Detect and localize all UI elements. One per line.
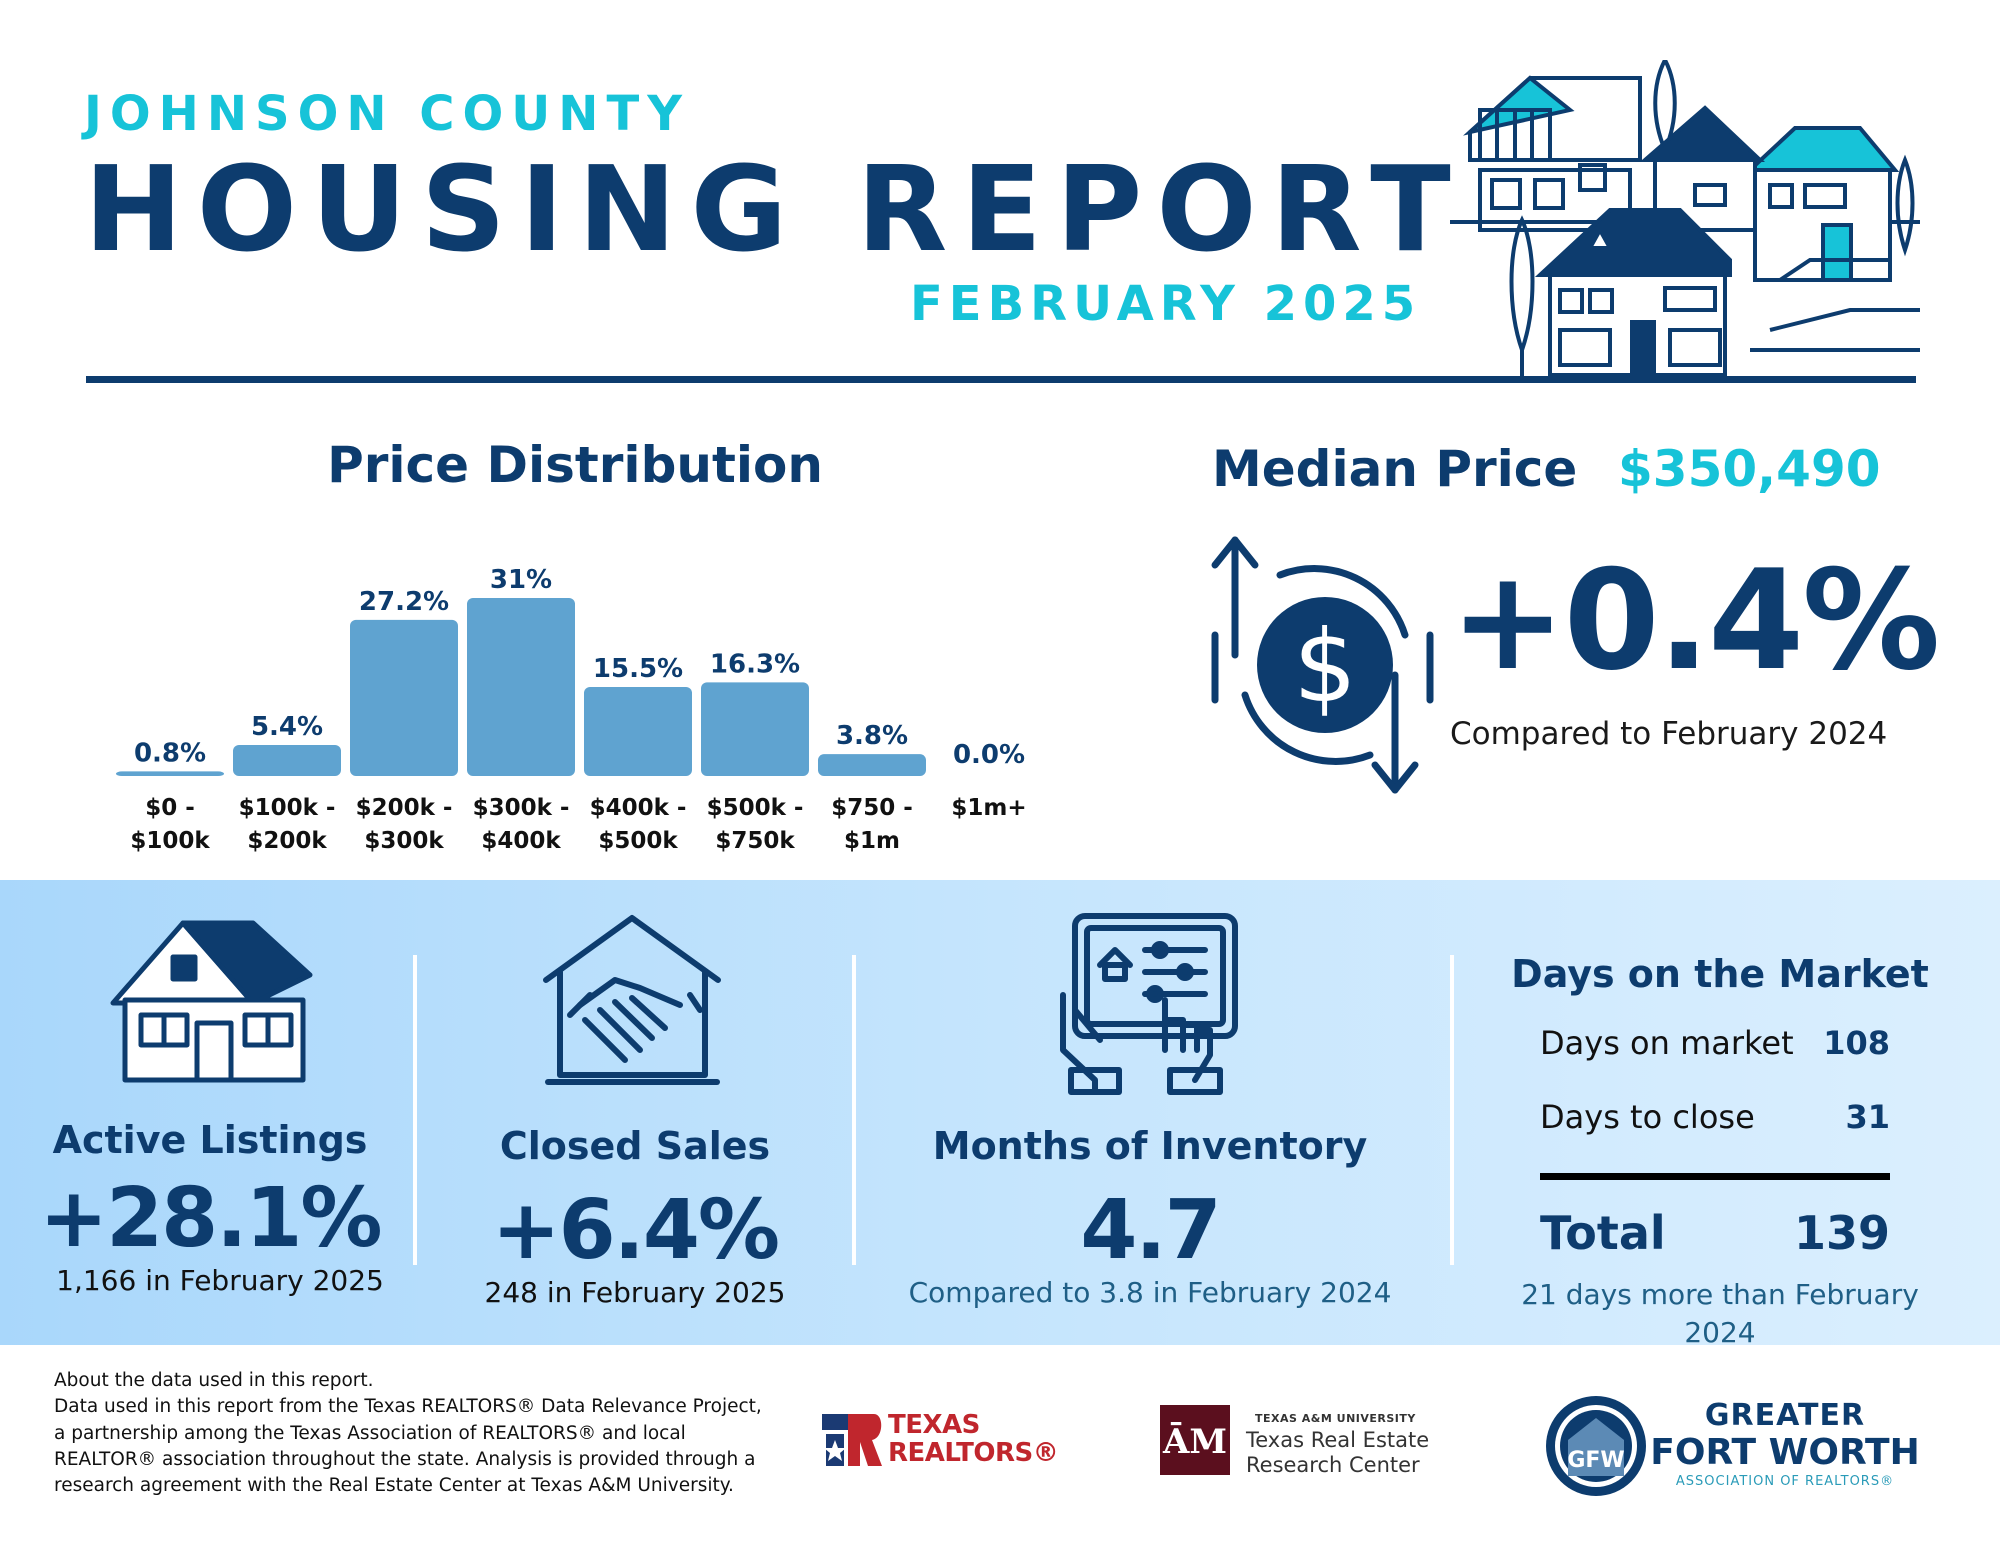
bar-6: [818, 754, 926, 776]
tablet-icon: [1060, 913, 1238, 1095]
category-label: $100k: [130, 828, 210, 854]
report-date: FEBRUARY 2025: [910, 276, 1422, 332]
category-label: $500k -: [707, 795, 804, 821]
days-total-label: Total: [1540, 1206, 1666, 1260]
bar-value-label: 27.2%: [359, 587, 449, 617]
house-icon: [110, 920, 313, 1083]
price-distribution-title: Price Distribution: [327, 436, 823, 494]
stats-band: [0, 880, 2000, 1345]
category-label: $100k -: [239, 795, 336, 821]
bar-value-label: 0.0%: [953, 740, 1025, 770]
days-note: 21 days more than February 2024: [1521, 1278, 1919, 1349]
svg-text:GFW: GFW: [1567, 1448, 1624, 1473]
category-label: $1m: [844, 828, 900, 854]
gfw-line2: FORT WORTH: [1650, 1432, 1920, 1473]
texas-realtors-line1: TEXAS: [888, 1410, 980, 1440]
houses-illustration-icon: [1450, 60, 1920, 378]
tamu-logo: ĀM: [1160, 1405, 1230, 1475]
stats-divider: [1450, 955, 1454, 1265]
category-label: $750 -: [831, 795, 913, 821]
median-price-title: Median Price: [1212, 440, 1578, 498]
gfw-logo: GFW: [1546, 1396, 1646, 1496]
category-label: $500k: [598, 828, 678, 854]
active-listings-change: +28.1%: [39, 1171, 382, 1266]
bar-5: [701, 682, 809, 776]
median-price-value: $350,490: [1618, 440, 1881, 498]
bar-value-label: 16.3%: [710, 649, 800, 679]
texas-realtors-logo: [822, 1414, 882, 1466]
bar-2: [350, 619, 458, 776]
stats-divider: [852, 955, 856, 1265]
months-inventory-note: Compared to 3.8 in February 2024: [908, 1276, 1392, 1309]
bar-1: [233, 744, 341, 776]
category-label: $400k: [481, 828, 561, 854]
stats-divider: [413, 955, 417, 1265]
category-label: $0 -: [145, 795, 195, 821]
closed-sales-label: Closed Sales: [499, 1124, 771, 1168]
price-distribution-chart: 0.8% $0 - $100k 5.4% $100k - $200k 27.2% $200k …: [116, 565, 1027, 854]
closed-sales-change: +6.4%: [491, 1183, 780, 1278]
days-total-divider: [1540, 1173, 1890, 1180]
bar-4: [584, 687, 692, 776]
closed-sales-note: 248 in February 2025: [484, 1276, 786, 1309]
gfw-line3: ASSOCIATION OF REALTORS®: [1675, 1474, 1895, 1489]
category-label: $200k -: [356, 795, 453, 821]
days-total-value: 139: [1793, 1206, 1890, 1260]
handshake-icon: [543, 915, 721, 1085]
months-inventory-label: Months of Inventory: [932, 1124, 1368, 1168]
texas-realtors-line2: REALTORS®: [888, 1438, 1059, 1468]
svg-text:$: $: [1293, 608, 1357, 725]
days-on-market-value: 108: [1823, 1024, 1890, 1062]
bar-value-label: 0.8%: [134, 738, 206, 768]
bar-value-label: 15.5%: [593, 654, 683, 684]
tamu-university: TEXAS A&M UNIVERSITY: [1255, 1412, 1416, 1425]
months-inventory-value: 4.7: [1080, 1183, 1221, 1278]
days-to-close-label: Days to close: [1540, 1098, 1755, 1136]
category-label: $1m+: [951, 795, 1026, 821]
tamu-line2: Research Center: [1246, 1453, 1420, 1477]
category-label: $200k: [247, 828, 327, 854]
days-to-close-value: 31: [1845, 1098, 1890, 1136]
bar-value-label: 3.8%: [836, 721, 908, 751]
tamu-line1: Texas Real Estate: [1246, 1428, 1430, 1452]
bar-value-label: 5.4%: [251, 712, 323, 742]
report-title: HOUSING REPORT: [84, 140, 1465, 278]
category-label: $400k -: [590, 795, 687, 821]
svg-text:ĀM: ĀM: [1162, 1422, 1227, 1462]
active-listings-note: 1,166 in February 2025: [56, 1264, 384, 1297]
active-listings-label: Active Listings: [52, 1118, 368, 1162]
footer-about-body: Data used in this report from the Texas …: [54, 1396, 762, 1497]
header-divider: [86, 376, 1916, 383]
bar-value-label: 31%: [490, 565, 552, 595]
dollar-exchange-icon: $: [1211, 536, 1434, 794]
category-label: $750k: [715, 828, 795, 854]
bar-3: [467, 598, 575, 776]
category-label: $300k -: [473, 795, 570, 821]
category-label: $300k: [364, 828, 444, 854]
median-price-note: Compared to February 2024: [1450, 716, 1888, 752]
county-title: JOHNSON COUNTY: [84, 86, 690, 142]
bar-0: [116, 771, 224, 776]
footer-about-title: About the data used in this report.: [54, 1370, 374, 1391]
footer-about: About the data used in this report. Data…: [54, 1368, 774, 1499]
gfw-line1: GREATER: [1704, 1398, 1866, 1433]
median-price-change: +0.4%: [1450, 540, 1940, 701]
days-on-market-label: Days on market: [1540, 1024, 1794, 1062]
days-on-market-title: Days on the Market: [1511, 952, 1929, 996]
